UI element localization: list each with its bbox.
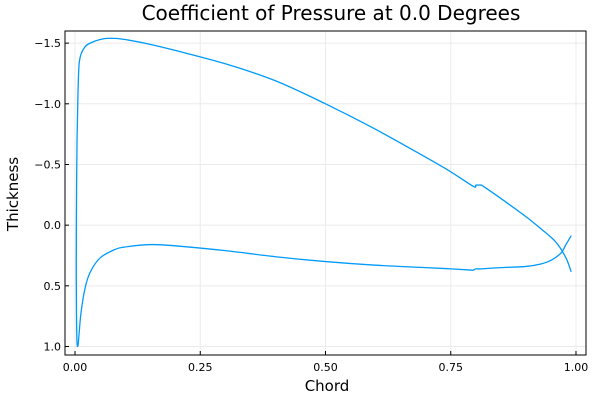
series-layer xyxy=(75,37,572,348)
x-tick-label: 0.50 xyxy=(313,361,338,374)
y-tick-label: 0.5 xyxy=(44,280,62,293)
y-tick-label: −1.5 xyxy=(34,37,61,50)
x-tick-label: 0.75 xyxy=(438,361,463,374)
x-axis-label: Chord xyxy=(305,377,350,395)
y-axis-label: Thickness xyxy=(4,157,22,232)
y-tick-label: 0.0 xyxy=(44,219,62,232)
x-tick-label: 0.25 xyxy=(188,361,213,374)
grid xyxy=(65,31,586,355)
y-tick-label: −1.0 xyxy=(34,98,61,111)
y-tick-label: −0.5 xyxy=(34,158,61,171)
series-line xyxy=(75,37,572,348)
x-tick-label: 1.00 xyxy=(564,361,589,374)
x-tick-label: 0.00 xyxy=(63,361,88,374)
y-ticks: −1.5 −1.0 −0.5 0.0 0.5 1.0 xyxy=(34,37,69,354)
chart-title: Coefficient of Pressure at 0.0 Degrees xyxy=(142,1,521,25)
y-tick-label: 1.0 xyxy=(44,341,62,354)
x-ticks: 0.00 0.25 0.50 0.75 1.00 xyxy=(63,351,588,374)
